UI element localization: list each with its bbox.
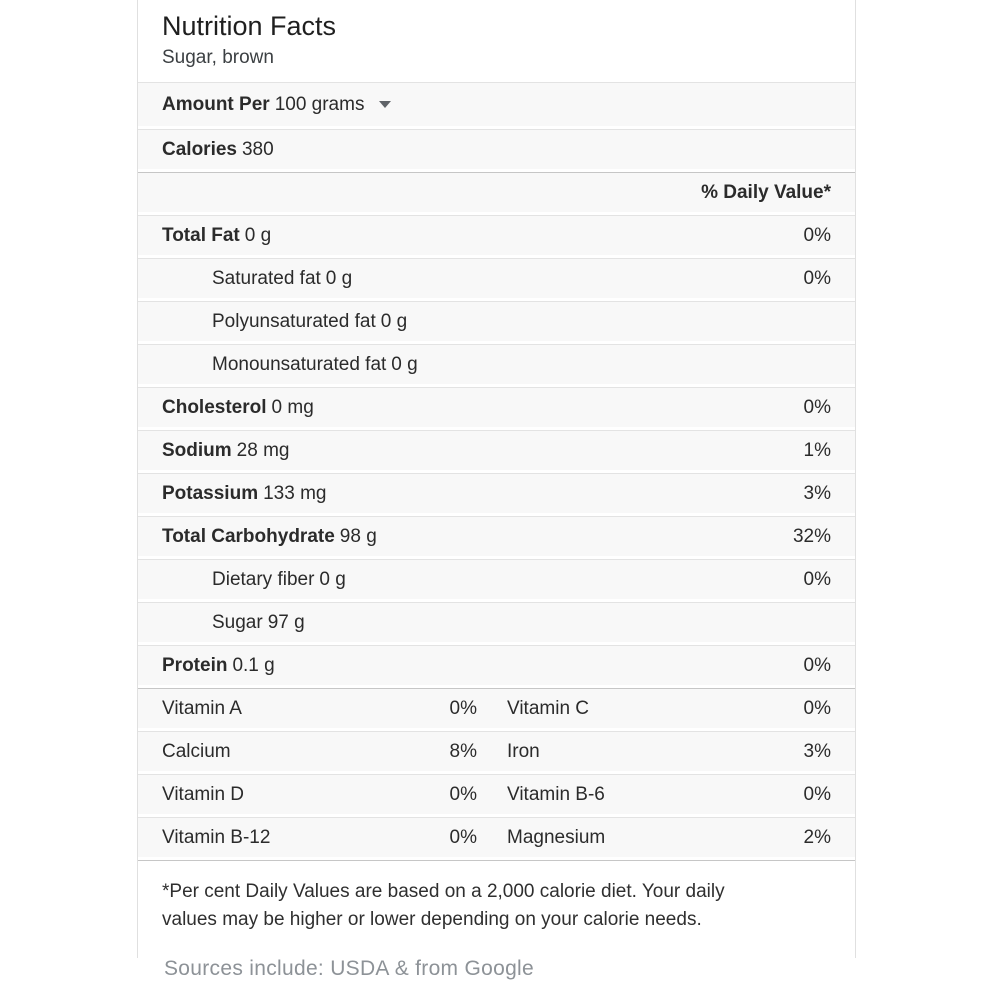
nutrient-amount: 0 g xyxy=(244,224,272,246)
nutrient-label: Monounsaturated fat xyxy=(212,353,387,375)
footnote-line: *Per cent Daily Values are based on a 2,… xyxy=(162,881,725,902)
micronutrient-label: Vitamin A xyxy=(162,697,242,719)
micronutrient-row: Vitamin D 0% Vitamin B-6 0% xyxy=(138,774,855,814)
nutrient-label: Saturated fat xyxy=(212,267,321,289)
micronutrient-label: Vitamin C xyxy=(507,697,590,719)
nutrition-facts-title: Nutrition Facts xyxy=(162,11,337,41)
micronutrient-value: 0% xyxy=(803,697,831,719)
serving-size-value: 100 grams xyxy=(274,93,365,115)
nutrient-daily-value: 0% xyxy=(803,654,831,676)
nutrient-label: Potassium xyxy=(162,482,259,504)
nutrient-amount: 0 g xyxy=(319,568,346,590)
nutrient-amount: 28 mg xyxy=(236,439,290,461)
nutrient-row-total-carbohydrate: Total Carbohydrate 98 g 32% xyxy=(138,516,855,556)
amount-per-label: Amount Per xyxy=(162,93,270,115)
micronutrient-row: Vitamin A 0% Vitamin C 0% xyxy=(138,688,855,728)
calories-label: Calories xyxy=(162,138,237,160)
nutrient-daily-value: 32% xyxy=(792,525,831,547)
calories-text: Calories 380 xyxy=(162,139,274,161)
nutrient-label: Dietary fiber xyxy=(212,568,315,590)
food-name: Sugar, brown xyxy=(162,47,274,68)
nutrient-row-protein: Protein 0.1 g 0% xyxy=(138,645,855,685)
micronutrient-label: Magnesium xyxy=(507,826,606,848)
micronutrient-value: 0% xyxy=(803,783,831,805)
micronutrient-value: 0% xyxy=(449,783,477,805)
micronutrient-value: 0% xyxy=(449,697,477,719)
nutrient-row-polyunsaturated-fat: Polyunsaturated fat 0 g xyxy=(138,301,855,341)
calories-row: Calories 380 xyxy=(138,129,855,169)
daily-value-header-row: % Daily Value* xyxy=(138,172,855,212)
nutrient-row-sodium: Sodium 28 mg 1% xyxy=(138,430,855,470)
micronutrient-label: Iron xyxy=(507,740,540,762)
nutrient-daily-value: 0% xyxy=(803,396,831,418)
nutrient-daily-value: 0% xyxy=(803,267,831,289)
micronutrient-value: 2% xyxy=(803,826,831,848)
serving-size-text: Amount Per 100 grams xyxy=(162,93,392,116)
nutrient-amount: 98 g xyxy=(339,525,377,547)
nutrient-amount: 0 mg xyxy=(271,396,314,418)
nutrient-label: Total Fat xyxy=(162,224,240,246)
micronutrient-label: Calcium xyxy=(162,740,231,762)
sources-note: Sources include: USDA & from Google xyxy=(164,957,535,980)
calories-value: 380 xyxy=(241,138,274,160)
nutrient-amount: 0 g xyxy=(391,353,418,375)
micronutrient-value: 8% xyxy=(449,740,477,762)
nutrient-row-monounsaturated-fat: Monounsaturated fat 0 g xyxy=(138,344,855,384)
nutrient-daily-value: 3% xyxy=(803,482,831,504)
nutrient-row-dietary-fiber: Dietary fiber 0 g 0% xyxy=(138,559,855,599)
micronutrient-label: Vitamin B-6 xyxy=(507,783,605,805)
footnote-line: values may be higher or lower depending … xyxy=(162,909,702,930)
nutrient-row-saturated-fat: Saturated fat 0 g 0% xyxy=(138,258,855,298)
nutrient-label: Protein xyxy=(162,654,228,676)
serving-size-selector[interactable]: Amount Per 100 grams xyxy=(138,82,855,126)
nutrient-row-sugar: Sugar 97 g xyxy=(138,602,855,642)
nutrient-amount: 0.1 g xyxy=(232,654,275,676)
micronutrient-value: 3% xyxy=(803,740,831,762)
nutrient-daily-value: 0% xyxy=(803,568,831,590)
nutrient-daily-value: 1% xyxy=(803,439,831,461)
nutrient-label: Sugar xyxy=(212,611,263,633)
chevron-down-icon[interactable] xyxy=(379,101,392,108)
micronutrient-row: Calcium 8% Iron 3% xyxy=(138,731,855,771)
nutrient-row-potassium: Potassium 133 mg 3% xyxy=(138,473,855,513)
nutrient-label: Total Carbohydrate xyxy=(162,525,335,547)
micronutrient-label: Vitamin B-12 xyxy=(162,826,271,848)
nutrition-facts-card: Nutrition Facts Sugar, brown Amount Per … xyxy=(137,0,856,958)
nutrient-amount: 0 g xyxy=(380,310,408,332)
micronutrient-value: 0% xyxy=(449,826,477,848)
nutrient-label: Polyunsaturated fat xyxy=(212,310,376,332)
nutrient-amount: 133 mg xyxy=(263,482,327,504)
nutrient-amount: 0 g xyxy=(325,267,353,289)
card-header: Nutrition Facts Sugar, brown xyxy=(138,0,855,82)
daily-value-header: % Daily Value* xyxy=(701,181,831,203)
nutrient-label: Cholesterol xyxy=(162,396,267,418)
daily-value-footnote: *Per cent Daily Values are based on a 2,… xyxy=(138,860,855,958)
nutrient-row-cholesterol: Cholesterol 0 mg 0% xyxy=(138,387,855,427)
nutrient-label: Sodium xyxy=(162,439,232,461)
nutrient-amount: 97 g xyxy=(267,611,305,633)
micronutrient-row: Vitamin B-12 0% Magnesium 2% xyxy=(138,817,855,857)
micronutrient-label: Vitamin D xyxy=(162,783,245,805)
nutrient-row-total-fat: Total Fat 0 g 0% xyxy=(138,215,855,255)
nutrient-daily-value: 0% xyxy=(803,224,831,246)
